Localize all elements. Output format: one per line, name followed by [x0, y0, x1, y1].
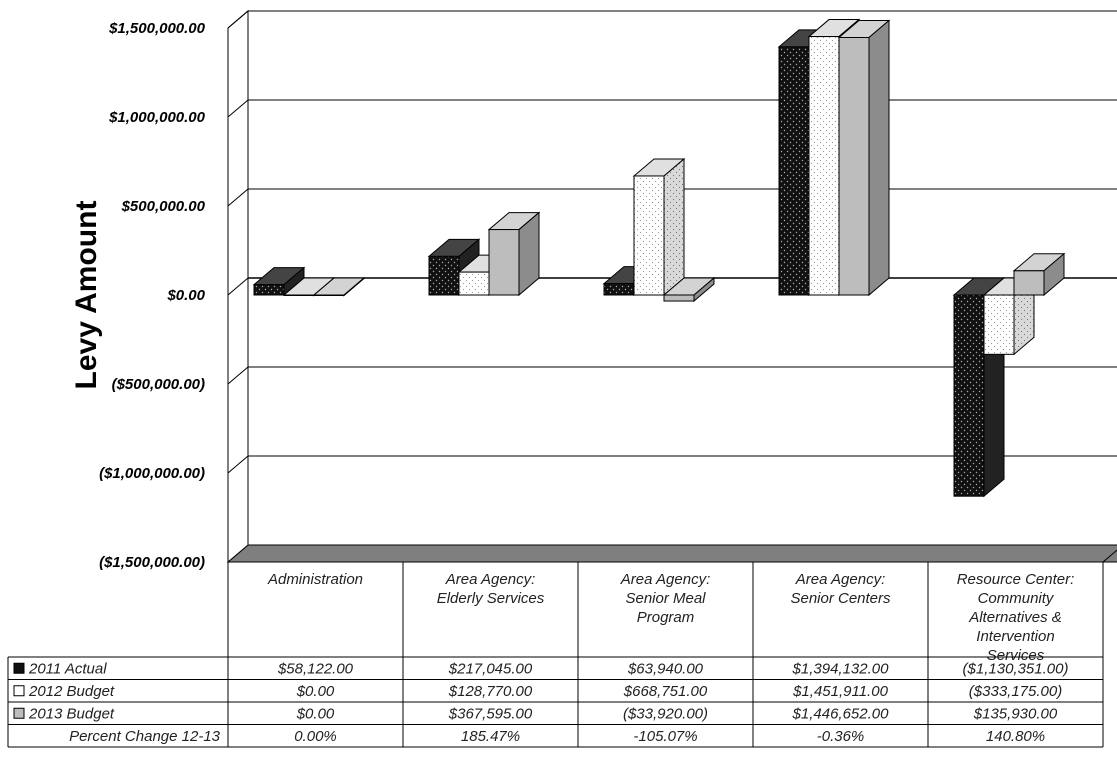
bar-front-face [778, 46, 810, 296]
bar-front-face [953, 294, 985, 497]
bar-front-face [488, 229, 520, 296]
cell-2012-budget-2: $668,751.00 [623, 683, 708, 700]
table-edge [1102, 549, 1117, 563]
category-label-line: Resource Center: [957, 571, 1075, 588]
category-label-line: Administration [267, 571, 363, 588]
y-tick-label: ($1,000,000.00) [99, 465, 205, 482]
legend-swatch-2011-actual [13, 662, 25, 674]
bar-front-face [663, 294, 695, 302]
bar-front-face [983, 294, 1015, 355]
legend-swatch-2012-budget [13, 685, 25, 697]
chart-floor-plane [226, 544, 1117, 563]
category-label-line: Area Agency: [445, 571, 536, 588]
bar-side-face [663, 157, 685, 297]
legend-label-2011-actual: 2011 Actual [28, 660, 107, 677]
category-label-line: Area Agency: [795, 571, 886, 588]
cell-2011-actual-4: ($1,130,351.00) [963, 660, 1069, 677]
bar-front-face [603, 283, 635, 296]
bar-2013-budget-1 [487, 211, 541, 297]
cell-2011-actual-0: $58,122.00 [277, 660, 354, 677]
bar-2012-budget-2 [632, 157, 686, 297]
cell-2011-actual-1: $217,045.00 [448, 660, 533, 677]
y-tick-label: ($1,500,000.00) [99, 554, 205, 571]
category-label-line: Program [637, 609, 695, 626]
cell-2013-budget-3: $1,446,652.00 [792, 705, 890, 722]
bar-2013-budget-2 [662, 276, 716, 303]
cell-2011-actual-2: $63,940.00 [627, 660, 704, 677]
y-axis: $1,500,000.00 $1,000,000.00 $500,000.00 $0.… [70, 20, 206, 571]
cell-2013-budget-2: ($33,920.00) [623, 705, 708, 722]
category-label-3: Area Agency: Senior Centers [790, 571, 891, 607]
cell-2011-actual-3: $1,394,132.00 [792, 660, 890, 677]
cell-2012-budget-4: ($333,175.00) [969, 683, 1062, 700]
category-label-line: Community [978, 590, 1055, 607]
category-label-4: Resource Center: Community Alternatives & I… [957, 571, 1075, 664]
bars [252, 18, 1066, 498]
category-label-0: Administration [267, 571, 363, 588]
y-tick-label: $1,500,000.00 [108, 20, 206, 37]
bar-front-face [838, 36, 870, 296]
legend-swatch-2013-budget [13, 707, 25, 719]
y-axis-title: Levy Amount [70, 201, 103, 390]
bar-side-face [868, 19, 890, 297]
gridline-depth [227, 188, 249, 207]
cell-percent-change-12-13-1: 185.47% [461, 728, 520, 745]
bar-2013-budget-0 [312, 276, 366, 297]
gridline-depth [227, 277, 249, 296]
y-tick-label: $0.00 [166, 287, 205, 304]
category-label-line: Alternatives & [968, 609, 1062, 626]
cell-2012-budget-0: $0.00 [296, 683, 335, 700]
category-label-2: Area Agency: Senior Meal Program [620, 571, 711, 626]
category-label-line: Elderly Services [437, 590, 545, 607]
legend-label-2013-budget: 2013 Budget [28, 705, 115, 722]
bar-front-face [458, 271, 490, 296]
bar-front-face [808, 36, 840, 296]
chart-floor [226, 544, 1117, 563]
gridline-depth [227, 455, 249, 474]
bar-front-face [283, 294, 315, 296]
cell-percent-change-12-13-0: 0.00% [294, 728, 337, 745]
category-label-line: Senior Meal [625, 590, 706, 607]
bar-front-face [1013, 270, 1045, 296]
bar-front-face [633, 175, 665, 296]
gridline-depth [227, 10, 249, 29]
category-label-line: Intervention [976, 628, 1054, 645]
gridline-depth [227, 99, 249, 118]
bar-front-face [313, 294, 345, 296]
data-table: Administration Area Agency: Elderly Servic… [7, 549, 1117, 748]
row-label-percent-change-12-13: Percent Change 12-13 [69, 728, 221, 745]
category-label-line: Senior Centers [790, 590, 891, 607]
y-tick-label: ($500,000.00) [112, 376, 205, 393]
cell-percent-change-12-13-2: -105.07% [633, 728, 697, 745]
cell-2012-budget-1: $128,770.00 [448, 683, 533, 700]
y-tick-label: $500,000.00 [121, 198, 206, 215]
bar-front-face [428, 255, 460, 296]
cell-2013-budget-4: $135,930.00 [973, 705, 1058, 722]
legend-label-2012-budget: 2012 Budget [28, 683, 115, 700]
gridline-depth [227, 366, 249, 385]
cell-percent-change-12-13-4: 140.80% [986, 728, 1045, 745]
bar-front-face [253, 284, 285, 296]
category-label-line: Services [987, 647, 1045, 664]
cell-2012-budget-3: $1,451,911.00 [792, 683, 888, 700]
cell-2013-budget-0: $0.00 [296, 705, 335, 722]
cell-2013-budget-1: $367,595.00 [448, 705, 533, 722]
bar-2013-budget-3 [837, 19, 891, 297]
cell-percent-change-12-13-3: -0.36% [817, 728, 865, 745]
bar-2013-budget-4 [1012, 252, 1066, 297]
category-label-1: Area Agency: Elderly Services [437, 571, 545, 607]
y-tick-label: $1,000,000.00 [108, 109, 206, 126]
category-label-line: Area Agency: [620, 571, 711, 588]
